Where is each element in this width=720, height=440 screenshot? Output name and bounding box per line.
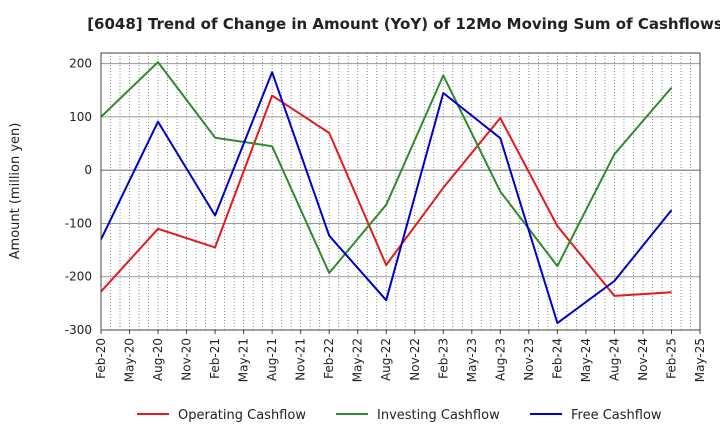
y-tick-label: 0 <box>84 163 92 177</box>
series-lines <box>100 61 673 325</box>
x-tick-label: Feb-25 <box>664 338 678 379</box>
x-tick-label: Nov-21 <box>294 338 308 381</box>
x-tick-label: Aug-22 <box>379 338 393 381</box>
x-tick-label: Feb-23 <box>436 338 450 379</box>
x-tick-label: Feb-24 <box>550 338 564 379</box>
x-tick-label: May-21 <box>237 338 251 382</box>
x-tick-label: Aug-24 <box>607 338 621 381</box>
y-tick-label: -100 <box>65 216 92 230</box>
legend: Operating Cashflow Investing Cashflow Free… <box>137 408 662 423</box>
x-tick-label: Feb-22 <box>322 338 336 379</box>
x-tick-label: Aug-23 <box>493 338 507 381</box>
x-tick-label: May-22 <box>351 338 365 382</box>
series-line-free-cashflow <box>100 71 673 325</box>
y-axis-label: Amount (million yen) <box>8 123 23 260</box>
x-tick-label: Nov-23 <box>522 338 536 381</box>
x-tick-label: May-20 <box>123 338 137 382</box>
legend-label-operating-cashflow: Operating Cashflow <box>178 408 306 423</box>
x-tick-label: Feb-20 <box>94 338 108 379</box>
y-tick-label: 100 <box>69 110 92 124</box>
chart-title: [6048] Trend of Change in Amount (YoY) o… <box>87 15 720 33</box>
y-tick-label: -200 <box>65 270 92 284</box>
series-line-operating-cashflow <box>100 94 672 297</box>
x-tick-label: Aug-20 <box>151 338 165 381</box>
legend-label-investing-cashflow: Investing Cashflow <box>377 408 500 423</box>
y-tick-label: 200 <box>69 57 92 71</box>
grid <box>101 53 700 331</box>
x-tick-label: May-25 <box>693 338 707 382</box>
axis-ticks: -300 -200 -100 0 100 200 Feb-20 May-20 Aug-20 Nov… <box>65 57 707 383</box>
x-tick-label: Nov-24 <box>636 338 650 381</box>
x-tick-label: Feb-21 <box>208 338 222 379</box>
series-line-investing-cashflow <box>100 61 673 274</box>
x-tick-label: Nov-22 <box>408 338 422 381</box>
x-tick-label: Aug-21 <box>265 338 279 381</box>
y-tick-label: -300 <box>65 323 92 337</box>
x-tick-label: Nov-20 <box>180 338 194 381</box>
legend-label-free-cashflow: Free Cashflow <box>571 408 662 423</box>
plot-frame <box>100 52 701 331</box>
x-tick-label: May-24 <box>579 338 593 382</box>
x-tick-label: May-23 <box>465 338 479 382</box>
